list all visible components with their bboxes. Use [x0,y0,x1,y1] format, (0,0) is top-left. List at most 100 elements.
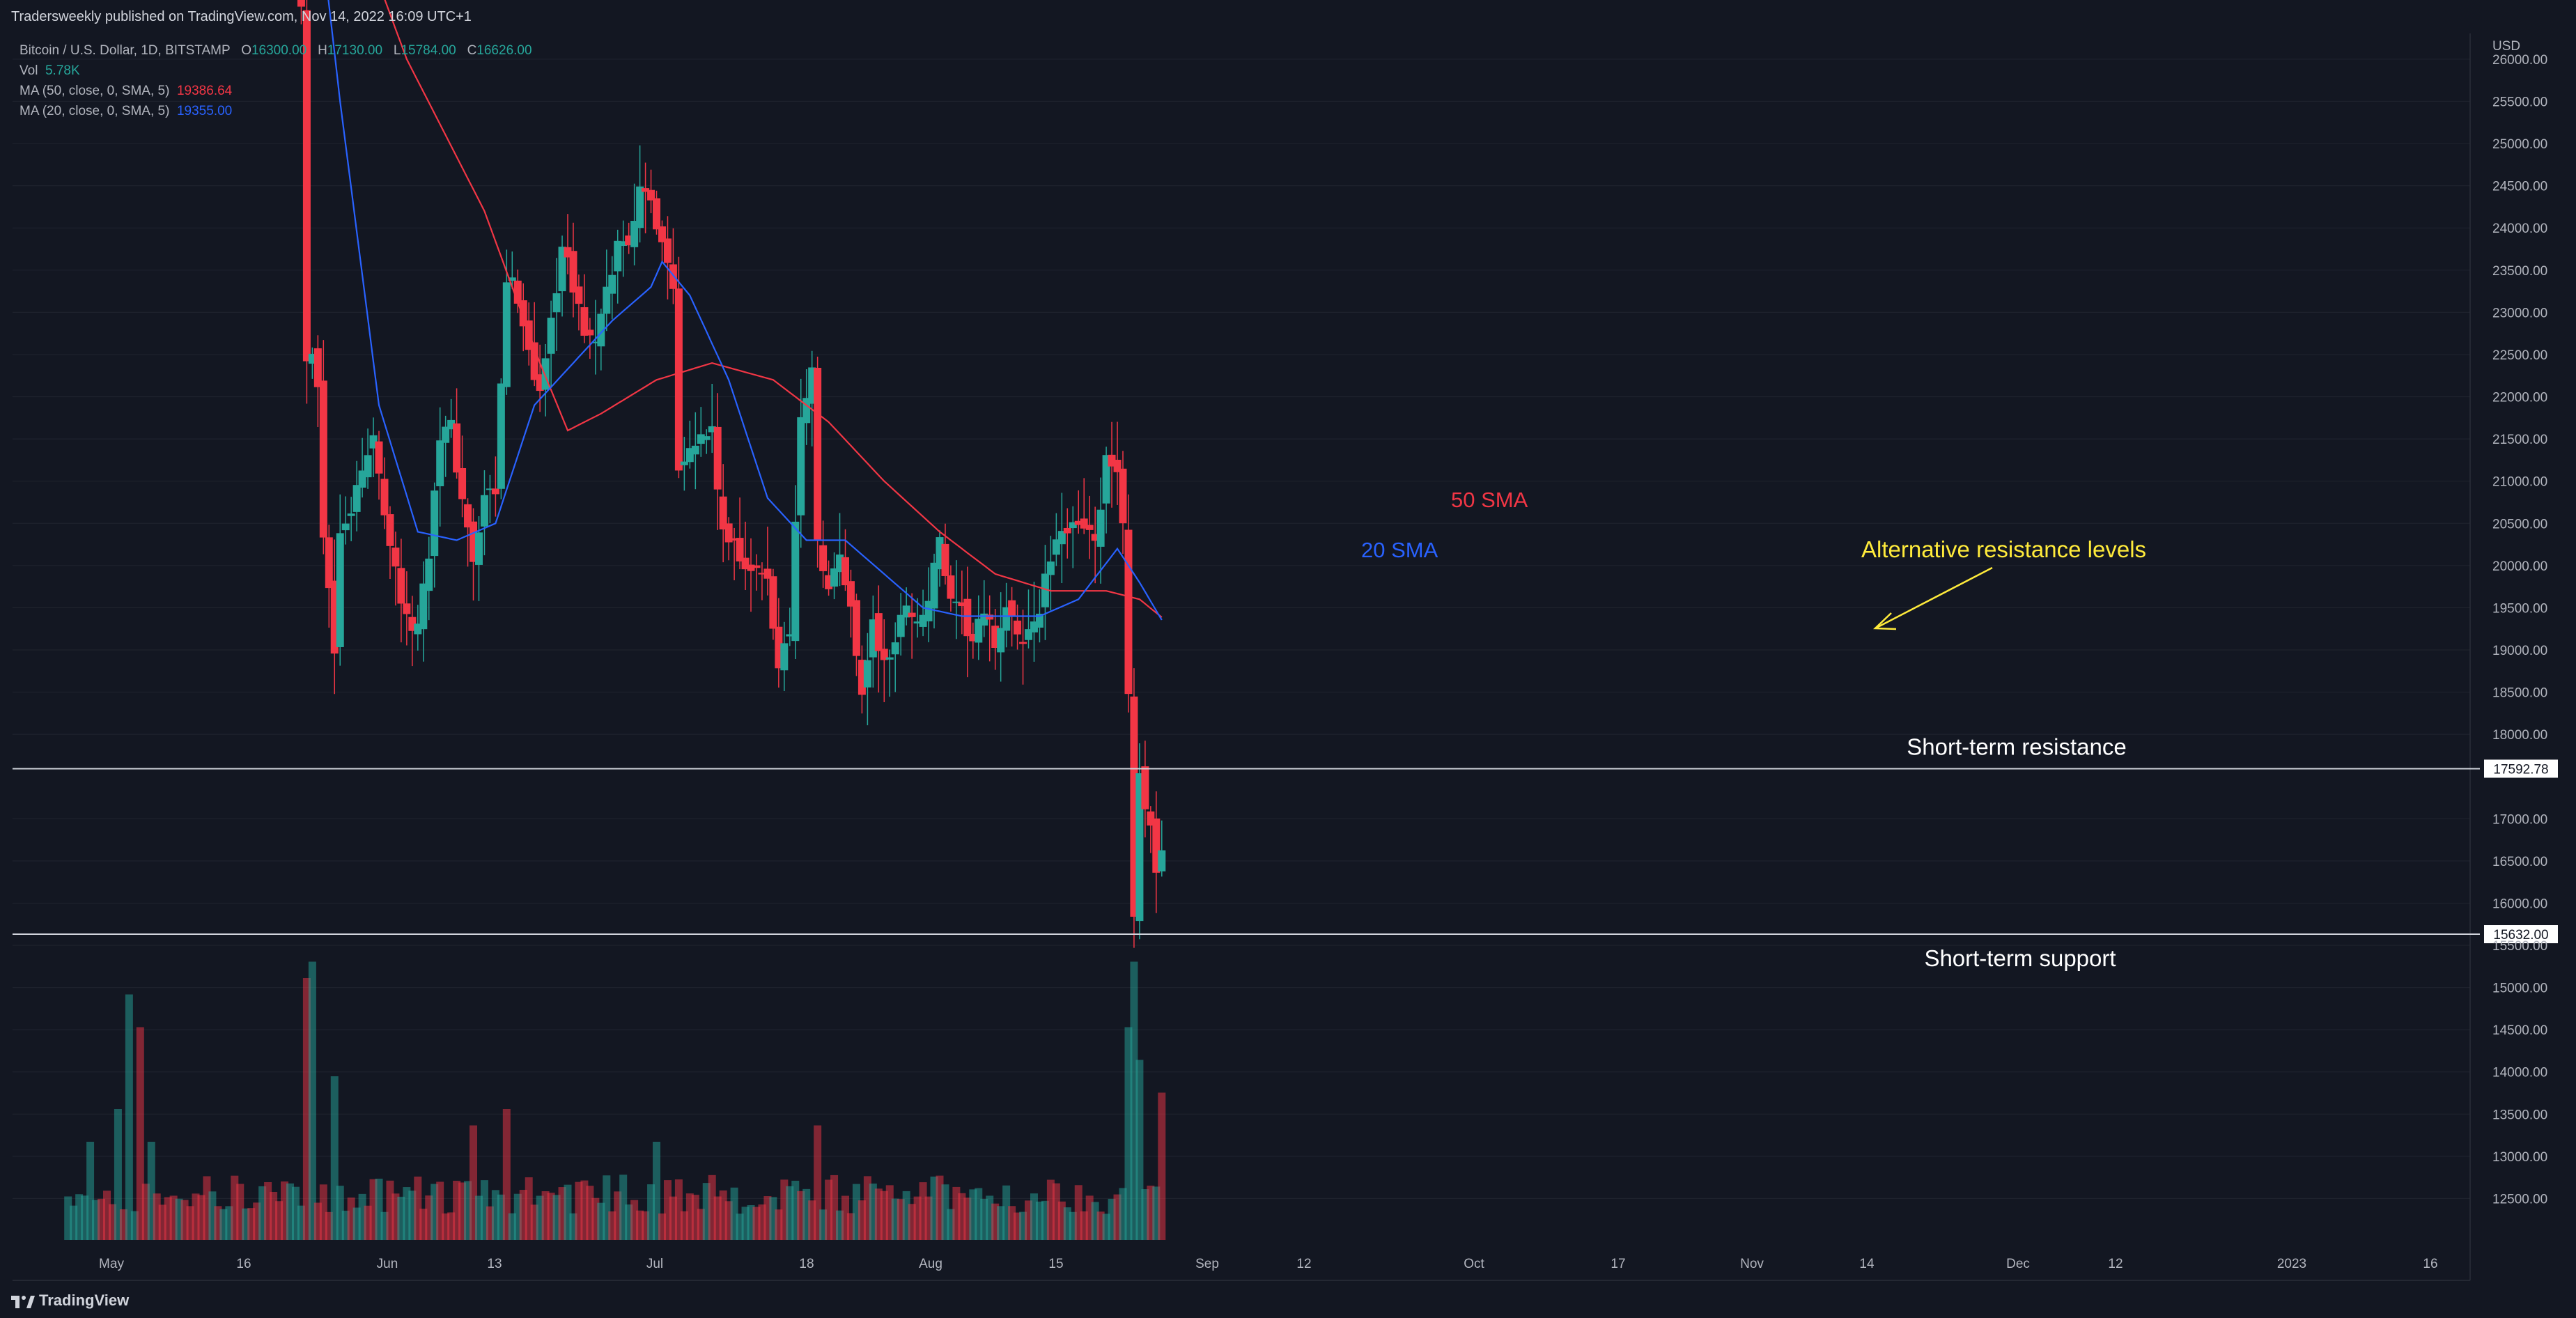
candle-body[interactable] [541,358,550,390]
candle-body[interactable] [1080,518,1088,529]
candle-body[interactable] [1019,642,1027,644]
candle-body[interactable] [1124,529,1133,695]
candle-body[interactable] [536,374,544,391]
candle-body[interactable] [625,235,633,246]
candle-body[interactable] [825,575,833,589]
candle-body[interactable] [453,423,461,473]
candle-body[interactable] [1057,531,1066,545]
candle-body[interactable] [464,504,472,528]
candle-body[interactable] [447,419,456,430]
candle-body[interactable] [364,455,372,478]
candle-body[interactable] [313,348,322,387]
candle-body[interactable] [525,320,533,350]
candle-body[interactable] [814,367,822,541]
candle-body[interactable] [414,623,422,635]
candle-body[interactable] [302,10,311,362]
candle-body[interactable] [719,496,727,529]
candle-body[interactable] [1096,509,1105,547]
candle-body[interactable] [846,581,855,607]
candle-body[interactable] [1091,534,1099,541]
candle-body[interactable] [969,633,977,642]
candle-body[interactable] [297,0,305,7]
horizontal-levels[interactable]: 17592.78 Short-term resistance 15632.00 Sho… [13,734,2558,971]
candle-body[interactable] [1102,455,1110,504]
candle-body[interactable] [552,293,561,313]
candle-body[interactable] [352,485,361,512]
candle-body[interactable] [380,479,389,515]
candle-body[interactable] [1119,468,1127,524]
candle-body[interactable] [758,573,766,575]
candle-body[interactable] [697,434,705,444]
candle-body[interactable] [397,568,405,604]
candle-body[interactable] [430,490,439,557]
candle-body[interactable] [425,558,433,591]
candle-body[interactable] [730,538,738,541]
candle-body[interactable] [519,300,527,327]
candle-body[interactable] [919,614,927,627]
candle-body[interactable] [836,555,844,573]
candle-body[interactable] [436,440,444,487]
candle-body[interactable] [502,282,511,387]
ma20-row[interactable]: MA (20, close, 0, SMA, 5) 19355.00 [20,104,233,118]
candle-body[interactable] [408,617,417,631]
candle-body[interactable] [941,543,949,576]
candle-body[interactable] [1069,522,1077,529]
candle-body[interactable] [1074,520,1083,525]
candle-body[interactable] [586,330,594,336]
symbol-name[interactable]: Bitcoin / U.S. Dollar, 1D, BITSTAMP [20,43,231,58]
candle-body[interactable] [442,426,450,443]
candle-body[interactable] [891,642,899,655]
candle-body[interactable] [336,533,344,647]
candle-body[interactable] [791,521,800,642]
candle-body[interactable] [858,660,866,695]
candle-body[interactable] [1130,696,1138,917]
candle-body[interactable] [708,426,716,433]
candle-body[interactable] [702,436,711,440]
candle-body[interactable] [325,537,333,589]
candle-body[interactable] [603,286,611,314]
candle-body[interactable] [330,580,339,654]
candle-body[interactable] [819,545,828,571]
candles[interactable] [286,0,1166,948]
candle-body[interactable] [802,398,811,424]
candle-body[interactable] [963,598,972,637]
candle-body[interactable] [936,537,944,570]
candle-body[interactable] [1008,600,1016,617]
candle-body[interactable] [841,557,849,586]
candle-body[interactable] [775,626,783,669]
candle-body[interactable] [470,521,478,562]
candle-body[interactable] [952,601,961,603]
candle-body[interactable] [486,488,494,490]
candle-body[interactable] [747,564,755,571]
candle-body[interactable] [930,562,938,609]
candle-body[interactable] [897,614,905,637]
candle-body[interactable] [786,634,794,637]
candle-body[interactable] [636,186,644,228]
candle-body[interactable] [1141,766,1149,809]
candle-body[interactable] [741,557,750,570]
candle-body[interactable] [1041,573,1049,607]
candle-body[interactable] [780,643,789,671]
candle-body[interactable] [591,341,600,343]
tradingview-logo-icon[interactable] [8,1287,36,1315]
candle-body[interactable] [458,468,467,499]
candle-body[interactable] [975,619,983,643]
candle-body[interactable] [808,367,816,404]
candle-body[interactable] [580,307,589,336]
candle-body[interactable] [830,568,839,587]
candle-body[interactable] [691,445,699,455]
candle-body[interactable] [724,523,733,543]
candle-body[interactable] [769,576,777,629]
candle-body[interactable] [491,488,499,495]
candle-body[interactable] [797,417,805,515]
candle-body[interactable] [564,247,572,258]
candle-body[interactable] [663,238,672,263]
candle-body[interactable] [1113,459,1122,472]
candle-body[interactable] [1052,539,1060,555]
candle-body[interactable] [863,660,871,688]
candle-body[interactable] [575,286,583,304]
candle-body[interactable] [763,568,772,579]
candle-body[interactable] [924,600,933,621]
candle-body[interactable] [341,523,350,531]
